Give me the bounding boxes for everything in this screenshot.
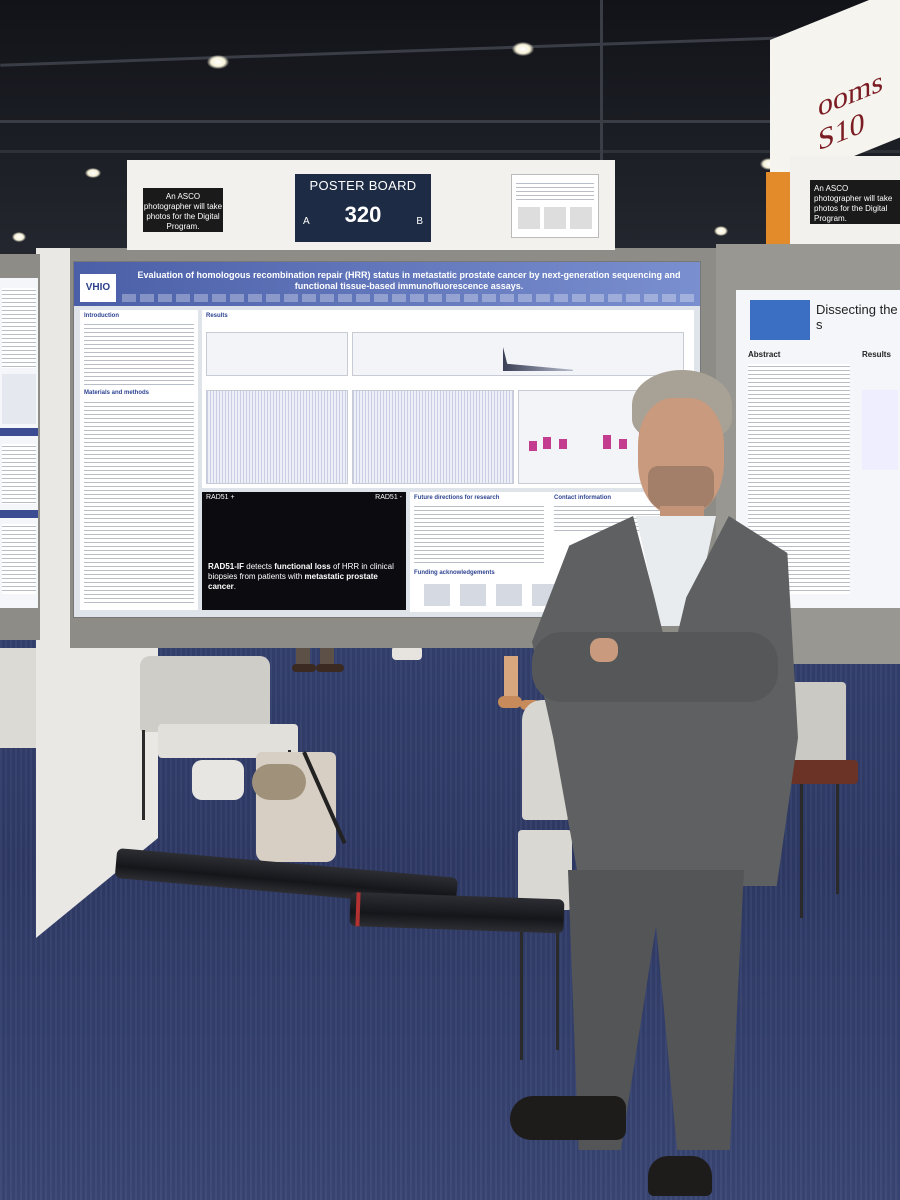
left-booth-wall: [0, 648, 40, 748]
key-finding-text: RAD51-IF detects functional loss of HRR …: [208, 562, 394, 591]
side-b-label: B: [416, 216, 423, 227]
rad51-image-panel: RAD51 + RAD51 - RAD51-IF detects functio…: [202, 492, 406, 610]
rooms-sign-text: ooms S10: [818, 64, 884, 158]
introduction-heading: Introduction: [84, 313, 119, 319]
chair-left: [138, 650, 308, 850]
presenter-person: [510, 370, 800, 1200]
hand: [590, 638, 618, 662]
vhio-logo: VHIO: [80, 274, 116, 302]
tote-bag: [252, 751, 347, 862]
contact-heading: Contact information: [554, 495, 611, 501]
ceiling-light: [512, 42, 534, 56]
genomic-landscape-heatmap: [206, 390, 348, 484]
poster-board-sign: An ASCO photographer will take photos fo…: [127, 160, 615, 250]
future-directions-heading: Future directions for research: [414, 495, 500, 501]
background-person-legs: [386, 646, 430, 666]
left-partial-poster: [0, 278, 38, 608]
materials-heading: Materials and methods: [84, 390, 150, 396]
poster-header: VHIO Evaluation of homologous recombinat…: [74, 262, 700, 306]
right-shoe: [648, 1156, 712, 1196]
rad51-alteration-heatmap: [352, 390, 514, 484]
ceiling-truss: [600, 0, 603, 160]
right-sign-board: An ASCO photographer will take photos fo…: [790, 156, 900, 248]
photographer-note: An ASCO photographer will take photos fo…: [143, 188, 223, 232]
ceiling-truss: [0, 150, 900, 153]
hrr-function-figure: [352, 332, 684, 376]
right-chart: [862, 390, 898, 470]
poster-title: Evaluation of homologous recombination r…: [137, 270, 681, 291]
poster-board-number-plate: POSTER BOARD A 320 B: [295, 174, 431, 242]
right-results-heading: Results: [862, 350, 891, 359]
ceiling-light: [85, 168, 101, 178]
orange-banner: [766, 172, 792, 248]
left-shoe: [510, 1096, 626, 1140]
poster-results-area: Results: [202, 310, 694, 488]
right-poster-image: [750, 300, 810, 340]
crossed-arms: [532, 632, 778, 702]
results-heading: Results: [206, 313, 228, 319]
sneakers: [192, 760, 244, 800]
rad51-positive-label: RAD51 +: [206, 494, 235, 501]
poster-board-number: 320: [344, 202, 382, 227]
side-a-label: A: [303, 216, 310, 227]
digital-poster-instructions: [511, 174, 599, 238]
poster-authors: [122, 294, 696, 302]
right-abstract-heading: Abstract: [748, 350, 781, 359]
ceiling-truss: [0, 120, 900, 123]
research-poster: VHIO Evaluation of homologous recombinat…: [74, 262, 700, 617]
poster-left-column: Introduction Materials and methods: [80, 310, 198, 610]
right-photographer-note: An ASCO photographer will take photos fo…: [810, 180, 900, 224]
ceiling-light: [714, 226, 728, 236]
funding-heading: Funding acknowledgements: [414, 570, 495, 576]
poster-board-label: POSTER BOARD: [309, 178, 417, 193]
ceiling-light: [207, 55, 229, 69]
right-poster-title: Dissecting the s: [816, 302, 898, 332]
beard: [648, 466, 714, 512]
ceiling-light: [12, 232, 26, 242]
rad51-negative-label: RAD51 -: [375, 494, 402, 501]
population-figure: [206, 332, 348, 376]
